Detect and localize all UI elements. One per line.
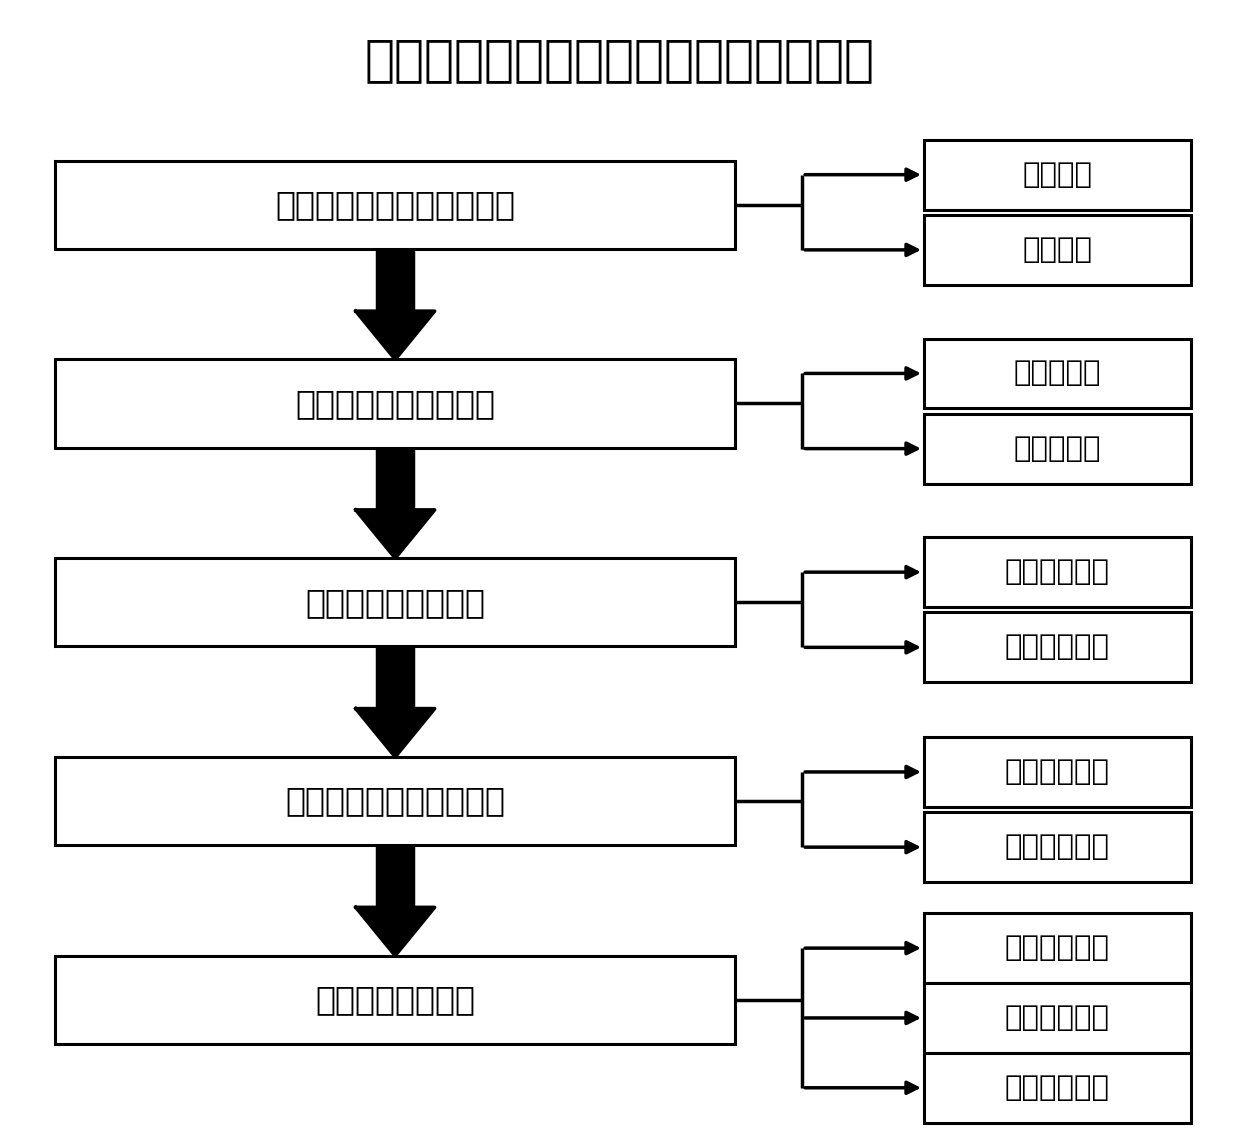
Text: 根据对象分析刚度设计区域: 根据对象分析刚度设计区域 (275, 188, 515, 221)
Text: 刚度优化方法: 刚度优化方法 (1004, 833, 1110, 861)
Text: 一种准零刚度非线性悬吊系统设计方法: 一种准零刚度非线性悬吊系统设计方法 (365, 35, 875, 83)
Text: 线簧设计约束: 线簧设计约束 (1004, 559, 1110, 586)
Text: 线簧刚度设计: 线簧刚度设计 (1004, 634, 1110, 661)
Bar (924, 537, 1192, 608)
Bar (377, 448, 413, 510)
Text: 刚度计算: 刚度计算 (1023, 236, 1092, 263)
Bar (55, 559, 735, 646)
Bar (924, 414, 1192, 483)
Bar (924, 738, 1192, 807)
Bar (924, 913, 1192, 983)
Polygon shape (356, 709, 435, 757)
Bar (924, 612, 1192, 682)
Text: 蝶簧组设计: 蝶簧组设计 (1014, 434, 1101, 463)
Bar (924, 215, 1192, 285)
Text: 负刚度蝶簧组设计方法: 负刚度蝶簧组设计方法 (295, 386, 495, 420)
Bar (55, 359, 735, 448)
Bar (924, 339, 1192, 408)
Bar (924, 140, 1192, 210)
Polygon shape (356, 311, 435, 359)
Bar (55, 955, 735, 1044)
Bar (377, 249, 413, 311)
Polygon shape (356, 510, 435, 559)
Text: 正刚度线簧设计方法: 正刚度线簧设计方法 (305, 586, 485, 619)
Text: 系统设计校核方法: 系统设计校核方法 (315, 983, 475, 1016)
Bar (55, 161, 735, 249)
Text: 极限承载校核: 极限承载校核 (1004, 934, 1110, 962)
Text: 对象质量: 对象质量 (1023, 161, 1092, 189)
Bar (377, 845, 413, 907)
Bar (924, 812, 1192, 882)
Bar (924, 983, 1192, 1053)
Bar (377, 646, 413, 709)
Text: 疲劳强度校核: 疲劳强度校核 (1004, 1004, 1110, 1032)
Text: 刚度区域校核: 刚度区域校核 (1004, 758, 1110, 785)
Bar (55, 757, 735, 845)
Text: 单蝶簧设计: 单蝶簧设计 (1014, 359, 1101, 388)
Text: 零刚度区域校核优化方法: 零刚度区域校核优化方法 (285, 784, 505, 817)
Text: 故障应对校核: 故障应对校核 (1004, 1074, 1110, 1101)
Polygon shape (356, 907, 435, 955)
Bar (924, 1053, 1192, 1123)
